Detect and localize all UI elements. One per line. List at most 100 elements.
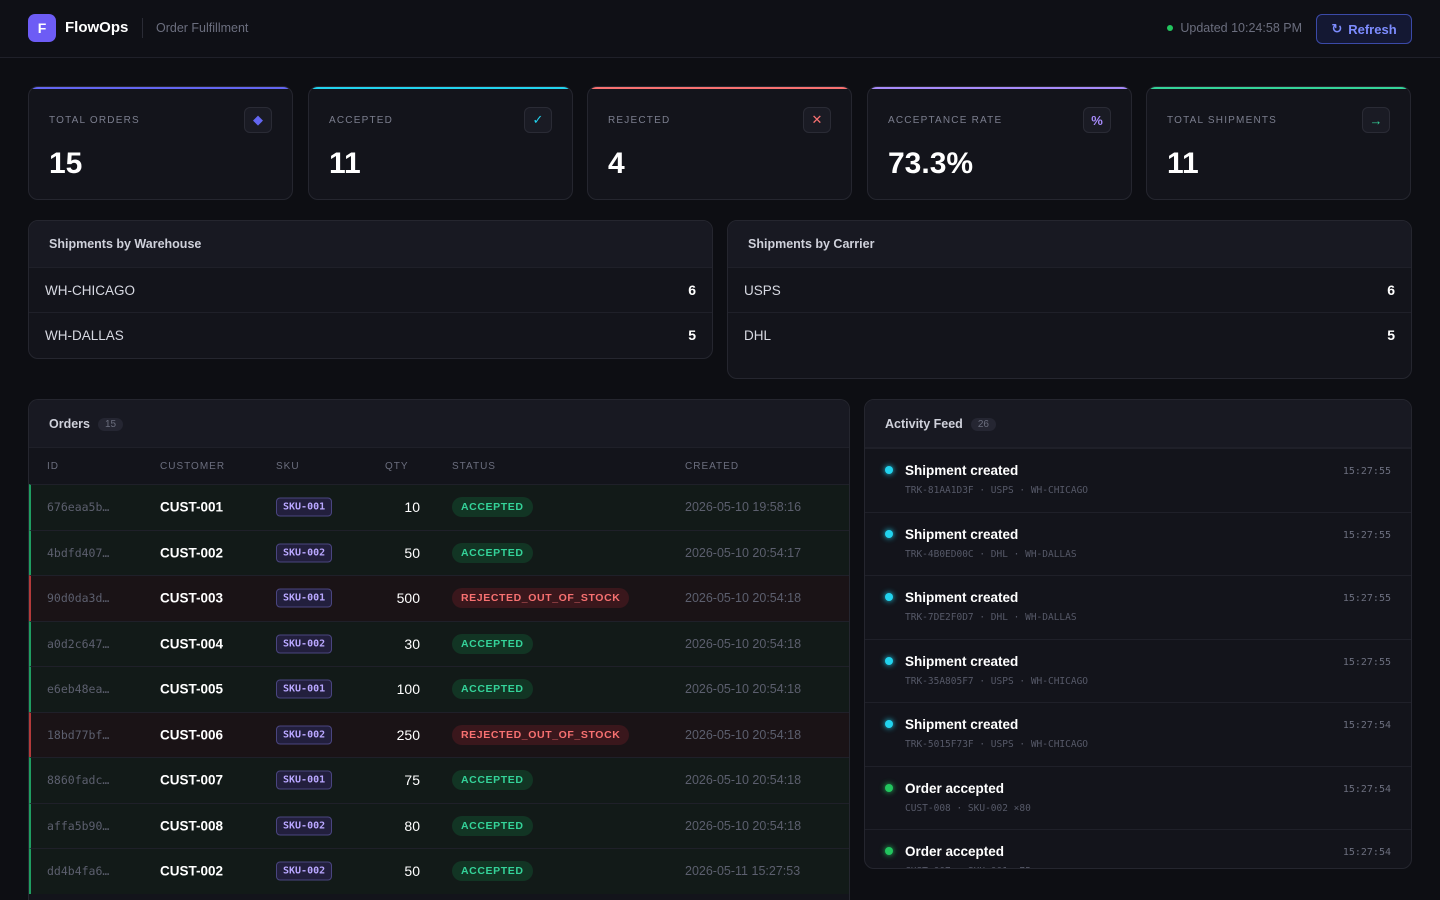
activity-item[interactable]: Shipment created TRK-5015F73F · USPS · W… [865, 702, 1411, 766]
order-sku-badge: SKU-001 [276, 497, 333, 517]
order-customer: CUST-004 [160, 636, 224, 652]
warehouse-row: WH-CHICAGO 6 [29, 267, 712, 312]
activity-dot-icon [885, 529, 893, 538]
activity-dot-icon [885, 656, 893, 665]
app-logo: F [28, 14, 56, 42]
activity-time: 15:27:54 [1342, 720, 1391, 731]
orders-title-text: Orders [49, 417, 90, 431]
activity-detail: TRK-81AA1D3F · USPS · WH-CHICAGO [905, 485, 1089, 496]
kpi-value: 73.3% [888, 147, 974, 180]
activity-detail: CUST-008 · SKU-002 ×80 [905, 802, 1031, 814]
order-id: 90d0da3d… [47, 591, 110, 606]
activity-item[interactable]: Shipment created TRK-81AA1D3F · USPS · W… [865, 448, 1411, 512]
warehouse-row: WH-DALLAS 5 [29, 312, 712, 357]
activity-title: Shipment created [905, 717, 1019, 732]
order-created: 2026-05-10 19:58:16 [685, 500, 802, 515]
order-sku-badge: SKU-002 [276, 861, 333, 881]
activity-title: Order accepted [905, 780, 1005, 796]
table-row[interactable]: a0d2c647… CUST-004 SKU-002 30 ACCEPTED 2… [29, 620, 849, 666]
activity-time: 15:27:55 [1342, 593, 1391, 604]
activity-item[interactable]: Shipment created TRK-35A805F7 · USPS · W… [865, 638, 1411, 703]
activity-detail: TRK-4B0ED00C · DHL · WH-DALLAS [905, 548, 1077, 560]
orders-count-badge: 15 [98, 418, 124, 432]
order-sku-badge: SKU-001 [276, 770, 333, 790]
table-row[interactable]: 8860fadc… CUST-007 SKU-001 75 ACCEPTED 2… [29, 757, 849, 803]
col-created[interactable]: CREATED [685, 461, 740, 472]
table-row[interactable]: e6eb48ea… CUST-005 SKU-001 100 ACCEPTED … [29, 666, 849, 712]
activity-title: Order accepted [905, 844, 1005, 859]
carrier-panel: Shipments by Carrier USPS 6 DHL 5 [727, 220, 1412, 379]
col-sku[interactable]: SKU [276, 461, 300, 472]
order-qty: 500 [396, 590, 420, 607]
order-customer: CUST-002 [160, 863, 224, 879]
order-customer: CUST-006 [160, 727, 224, 743]
order-status-badge: ACCEPTED [452, 815, 533, 836]
order-sku-badge: SKU-002 [276, 816, 333, 836]
table-row[interactable]: 90d0da3d… CUST-003 SKU-001 500 REJECTED_… [29, 575, 849, 621]
activity-item[interactable]: Order accepted CUST-008 · SKU-002 ×80 15… [865, 765, 1411, 830]
warehouse-panel: Shipments by Warehouse WH-CHICAGO 6 WH-D… [28, 220, 713, 359]
diamond-icon: ◆ [244, 107, 272, 133]
last-updated-text: Updated 10:24:58 PM [1180, 21, 1302, 35]
order-status-badge: REJECTED_OUT_OF_STOCK [452, 724, 630, 745]
kpi-accent-bar [588, 87, 851, 89]
activity-dot-icon [885, 720, 893, 728]
activity-title: Shipment created [905, 463, 1019, 478]
activity-detail: CUST-007 · SKU-001 ×75 [905, 866, 1031, 868]
kpi-card: TOTAL ORDERS 15 ◆ [28, 86, 293, 200]
activity-item[interactable]: Shipment created TRK-7DE2F0D7 · DHL · WH… [865, 575, 1411, 639]
kpi-value: 11 [1167, 147, 1199, 180]
activity-feed-title: Activity Feed 26 [865, 400, 1411, 448]
order-status-badge: ACCEPTED [452, 633, 533, 654]
orders-table-header: ID CUSTOMER SKU QTY STATUS CREATED [29, 448, 849, 484]
activity-item[interactable]: Order accepted CUST-007 · SKU-001 ×75 15… [865, 829, 1411, 868]
warehouse-panel-title: Shipments by Warehouse [29, 221, 712, 267]
order-customer: CUST-005 [160, 681, 224, 697]
table-row[interactable]: 676eaa5b… CUST-001 SKU-001 10 ACCEPTED 2… [29, 484, 849, 530]
activity-feed-panel: Activity Feed 26 Shipment created TRK-81A… [864, 399, 1412, 869]
kpi-accent-bar [1147, 87, 1410, 89]
order-qty: 80 [404, 817, 420, 834]
order-created: 2026-05-10 20:54:17 [685, 545, 802, 560]
order-created: 2026-05-10 20:54:18 [685, 727, 802, 742]
order-qty: 75 [404, 772, 420, 789]
refresh-button[interactable]: ↻ Refresh [1316, 14, 1412, 44]
activity-feed-list[interactable]: Shipment created TRK-81AA1D3F · USPS · W… [865, 448, 1411, 868]
top-bar: F FlowOps Order Fulfillment Updated 10:2… [0, 0, 1440, 58]
kpi-card: ACCEPTANCE RATE 73.3% % [867, 86, 1132, 200]
kpi-value: 4 [608, 147, 625, 180]
live-status-dot [1167, 25, 1174, 31]
col-id[interactable]: ID [47, 461, 59, 472]
refresh-label: Refresh [1348, 21, 1397, 37]
order-status-badge: REJECTED_OUT_OF_STOCK [452, 588, 630, 609]
table-row[interactable]: affa5b90… CUST-008 SKU-002 80 ACCEPTED 2… [29, 802, 849, 848]
carrier-row: USPS 6 [728, 267, 1411, 312]
order-id: affa5b90… [47, 818, 110, 833]
order-id: a0d2c647… [47, 636, 110, 651]
arrow-right-icon: → [1362, 107, 1390, 133]
order-created: 2026-05-10 20:54:18 [685, 591, 802, 606]
col-qty[interactable]: QTY [385, 461, 409, 472]
page-section-label: Order Fulfillment [156, 21, 249, 35]
order-status-badge: ACCEPTED [452, 679, 533, 700]
activity-dot-icon [885, 593, 893, 601]
warehouse-name: WH-DALLAS [45, 327, 124, 343]
order-customer: CUST-002 [160, 545, 224, 561]
order-customer: CUST-001 [160, 499, 224, 515]
table-row[interactable]: dd4b4fa6… CUST-002 SKU-002 50 ACCEPTED 2… [29, 848, 849, 894]
activity-count-badge: 26 [970, 418, 996, 432]
col-customer[interactable]: CUSTOMER [160, 461, 226, 472]
table-row[interactable]: 18bd77bf… CUST-006 SKU-002 250 REJECTED_… [29, 711, 849, 757]
order-customer: CUST-003 [160, 590, 224, 606]
order-status-badge: ACCEPTED [452, 770, 533, 791]
activity-detail: TRK-5015F73F · USPS · WH-CHICAGO [905, 739, 1089, 750]
warehouse-count: 5 [688, 327, 696, 343]
kpi-label: ACCEPTANCE RATE [888, 115, 1003, 126]
col-status[interactable]: STATUS [452, 461, 496, 472]
kpi-value: 11 [329, 147, 361, 180]
activity-item[interactable]: Shipment created TRK-4B0ED00C · DHL · WH… [865, 511, 1411, 576]
order-created: 2026-05-11 15:27:53 [685, 864, 801, 879]
order-status-badge: ACCEPTED [452, 497, 533, 518]
header-divider [142, 18, 143, 38]
table-row[interactable]: 4bdfd407… CUST-002 SKU-002 50 ACCEPTED 2… [29, 529, 849, 575]
